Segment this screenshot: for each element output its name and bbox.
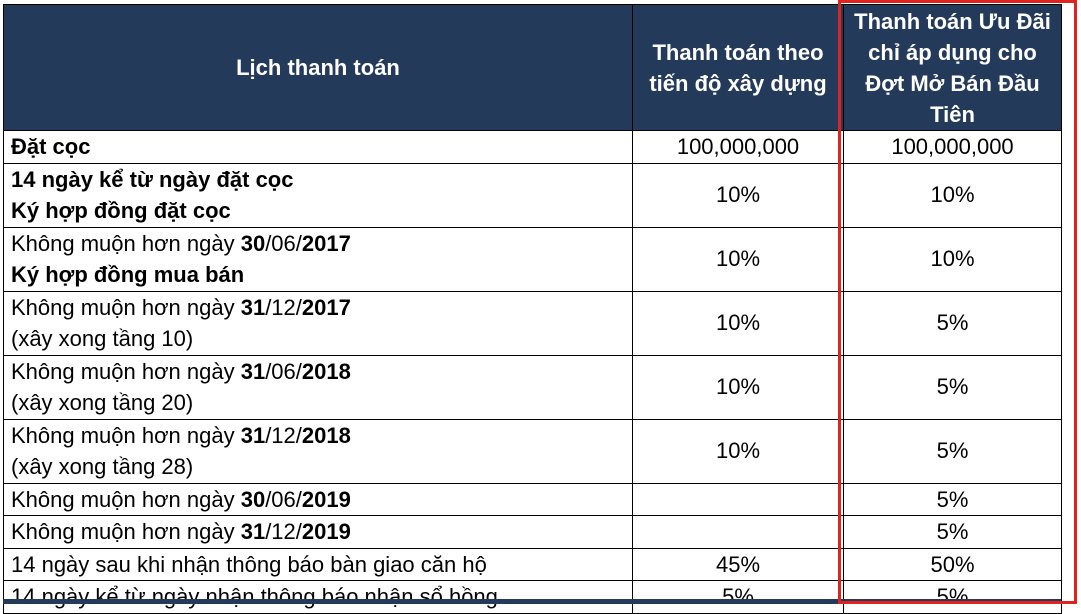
row-label: Không muộn hơn ngày 31/12/2018 (xây xong… [3,418,633,484]
row-label: 14 ngày kể từ ngày đặt cọc Ký hợp đồng đ… [3,162,633,228]
cell-construction [632,482,844,516]
cell-construction: 10% [632,290,844,356]
row-label-line: (xây xong tầng 20) [11,390,194,415]
cell-construction: 5% [632,580,844,614]
row-label: Đặt cọc [3,130,633,164]
cell-construction: 100,000,000 [632,130,844,164]
cell-preferential: 10% [843,162,1062,228]
row-label: Không muộn hơn ngày 30/06/2017 Ký hợp đồ… [3,226,633,292]
table-header-row: Lịch thanh toán Thanh toán theo tiến độ … [3,4,1062,131]
cell-preferential: 10% [843,226,1062,292]
row-label-line: 14 ngày kể từ ngày nhận thông báo nhận s… [11,584,498,609]
header-construction-payment: Thanh toán theo tiến độ xây dựng [632,4,844,131]
cell-construction: 10% [632,418,844,484]
row-label-line: 14 ngày sau khi nhận thông báo bàn giao … [11,551,487,577]
cell-preferential: 5% [843,482,1062,516]
row-label-line: Không muộn hơn ngày 31/12/2018 [11,422,351,448]
payment-schedule-table: Lịch thanh toán Thanh toán theo tiến độ … [3,4,1062,614]
cell-preferential: 50% [843,547,1062,581]
row-label: 14 ngày kể từ ngày nhận thông báo nhận s… [3,580,633,614]
row-label-line: Không muộn hơn ngày 30/06/2019 [11,486,351,512]
row-label: Không muộn hơn ngày 31/12/2019 [3,515,633,549]
row-label-line: 14 ngày kể từ ngày đặt cọc [11,166,294,192]
cell-preferential: 5% [843,580,1062,614]
header-schedule: Lịch thanh toán [3,4,633,131]
row-label-line: Không muộn hơn ngày 31/12/2019 [11,519,351,544]
table-row: Không muộn hơn ngày 30/06/2017 Ký hợp đồ… [3,226,1062,292]
table-row: 14 ngày sau khi nhận thông báo bàn giao … [3,547,1062,581]
row-label-line: Không muộn hơn ngày 31/06/2018 [11,358,351,384]
row-label-line: Ký hợp đồng mua bán [11,262,245,287]
table-row: 14 ngày kể từ ngày đặt cọc Ký hợp đồng đ… [3,162,1062,228]
cell-preferential: 100,000,000 [843,130,1062,164]
table-bottom-rule [3,599,1061,604]
row-label-line: Không muộn hơn ngày 31/12/2017 [11,294,351,320]
header-preferential-payment: Thanh toán Ưu Đãi chỉ áp dụng cho Đợt Mở… [843,4,1062,131]
row-label-line: Ký hợp đồng đặt cọc [11,198,231,223]
table-row: Không muộn hơn ngày 31/06/2018 (xây xong… [3,354,1062,420]
row-label: Không muộn hơn ngày 31/06/2018 (xây xong… [3,354,633,420]
row-label-line: Không muộn hơn ngày 30/06/2017 [11,230,351,256]
row-label-line: (xây xong tầng 28) [11,454,194,479]
row-label: Không muộn hơn ngày 31/12/2017 (xây xong… [3,290,633,356]
table-row: 14 ngày kể từ ngày nhận thông báo nhận s… [3,580,1062,614]
cell-preferential: 5% [843,290,1062,356]
row-label: 14 ngày sau khi nhận thông báo bàn giao … [3,547,633,581]
cell-construction: 10% [632,354,844,420]
cell-preferential: 5% [843,418,1062,484]
cell-construction: 45% [632,547,844,581]
table-row: Đặt cọc 100,000,000 100,000,000 [3,130,1062,164]
row-label-line: Đặt cọc [11,134,91,159]
cell-preferential: 5% [843,354,1062,420]
row-label-line: (xây xong tầng 10) [11,326,194,351]
table-row: Không muộn hơn ngày 31/12/2017 (xây xong… [3,290,1062,356]
cell-preferential: 5% [843,515,1062,549]
row-label: Không muộn hơn ngày 30/06/2019 [3,482,633,516]
cell-construction: 10% [632,162,844,228]
cell-construction: 10% [632,226,844,292]
table-row: Không muộn hơn ngày 30/06/2019 5% [3,482,1062,516]
table-row: Không muộn hơn ngày 31/12/2018 (xây xong… [3,418,1062,484]
table-row: Không muộn hơn ngày 31/12/2019 5% [3,515,1062,549]
cell-construction [632,515,844,549]
